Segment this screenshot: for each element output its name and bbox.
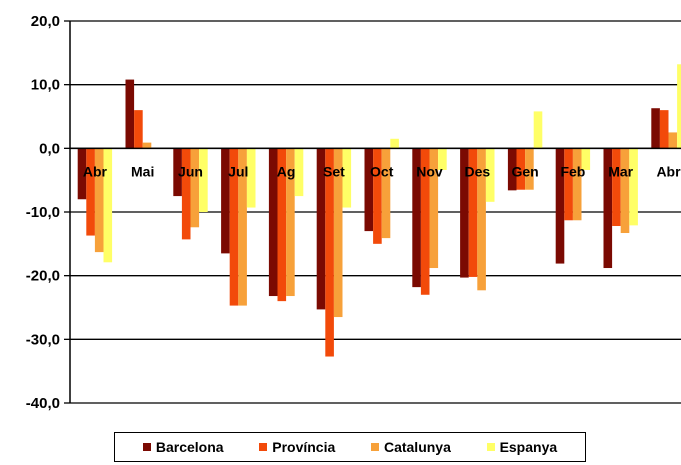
bar-barcelona-8 [412,148,421,288]
x-category-label: Mai [131,163,154,179]
bar-espanya-3 [199,148,208,212]
bar-provincia-8 [420,148,430,295]
bars [77,64,681,357]
x-category-label: Gen [511,163,538,179]
bar-provincia-13 [659,110,669,149]
x-category-label: Des [464,163,490,179]
bar-provincia-11 [564,148,573,221]
bar-catalunya-9 [477,148,486,291]
bar-barcelona-13 [651,108,660,149]
y-tick-label: -10,0 [26,204,60,221]
y-tick-label: -20,0 [26,268,60,285]
bar-provincia-3 [181,148,191,240]
x-category-label: Mar [608,163,633,179]
bar-provincia-4 [229,148,239,306]
bar-espanya-4 [246,148,256,208]
x-category-label: Ag [277,163,296,179]
x-category-label: Jul [228,163,248,179]
bar-espanya-10 [533,111,543,149]
legend-item-provincia: Província [259,439,335,455]
bar-espanya-5 [294,148,304,197]
bar-espanya-1 [103,148,113,263]
bar-espanya-7 [390,138,399,149]
y-tick-label: 0,0 [39,140,60,157]
bar-provincia-6 [325,148,334,357]
bar-catalunya-12 [620,148,630,234]
bar-chart: 20,0 10,0 0,0 -10,0 -20,0 -30,0 -40,0 Abr Mai Jun… [26,13,681,412]
x-category-label: Nov [416,163,443,179]
bar-espanya-8 [438,148,447,170]
bar-catalunya-1 [94,148,104,253]
legend: Barcelona Província Catalunya Espanya [114,432,586,462]
x-category-label: Oct [370,163,394,179]
bar-barcelona-2 [125,79,135,149]
y-tick-label: -40,0 [26,395,60,412]
bar-barcelona-7 [364,148,374,232]
y-tick-label: -30,0 [26,331,60,348]
legend-swatch-catalunya [370,443,379,451]
bar-espanya-9 [485,148,495,202]
bar-barcelona-1 [77,148,87,200]
bar-catalunya-2 [142,142,152,149]
bar-barcelona-11 [555,148,565,264]
bar-catalunya-8 [429,148,439,269]
x-category-label: Abr [83,163,108,179]
legend-swatch-barcelona [142,443,151,451]
legend-label-barcelona: Barcelona [155,439,224,455]
bar-espanya-11 [581,148,591,170]
bar-provincia-12 [612,148,621,227]
legend-label-catalunya: Catalunya [383,439,451,455]
x-category-label: Abr [656,163,681,179]
bar-catalunya-11 [572,148,582,221]
bar-provincia-5 [277,148,287,302]
labels: 20,0 10,0 0,0 -10,0 -20,0 -30,0 -40,0 Abr Mai Jun… [26,13,681,412]
bar-barcelona-9 [460,148,469,278]
bar-barcelona-3 [173,148,182,197]
bar-catalunya-3 [190,148,200,228]
bar-barcelona-12 [603,148,613,269]
legend-label-provincia: Província [272,439,336,455]
bar-barcelona-6 [316,148,326,310]
x-category-label: Jun [178,163,203,179]
bar-barcelona-5 [268,148,278,297]
legend-label-espanya: Espanya [499,439,558,455]
bar-barcelona-4 [221,148,230,254]
axes [64,20,681,404]
bar-espanya-12 [629,148,638,226]
bar-espanya-13 [677,64,681,149]
bar-espanya-6 [342,148,352,208]
bar-provincia-1 [86,148,95,236]
bar-provincia-2 [134,110,143,149]
x-category-label: Set [323,163,345,179]
y-tick-label: 10,0 [31,77,60,94]
bar-provincia-9 [468,148,478,277]
bar-catalunya-13 [668,132,678,149]
legend-item-barcelona: Barcelona [142,439,224,455]
bar-catalunya-4 [238,148,247,306]
bar-catalunya-5 [286,148,295,297]
bar-provincia-10 [516,148,526,190]
legend-swatch-espanya [486,443,495,451]
bar-catalunya-6 [333,148,343,318]
bar-barcelona-10 [507,148,517,191]
legend-item-catalunya: Catalunya [370,439,451,455]
legend-swatch-provincia [259,443,268,451]
bar-provincia-7 [373,148,382,244]
x-category-label: Feb [560,163,585,179]
bar-catalunya-7 [381,148,391,239]
y-tick-label: 20,0 [31,13,60,30]
bar-catalunya-10 [525,148,534,190]
legend-item-espanya: Espanya [486,439,558,455]
